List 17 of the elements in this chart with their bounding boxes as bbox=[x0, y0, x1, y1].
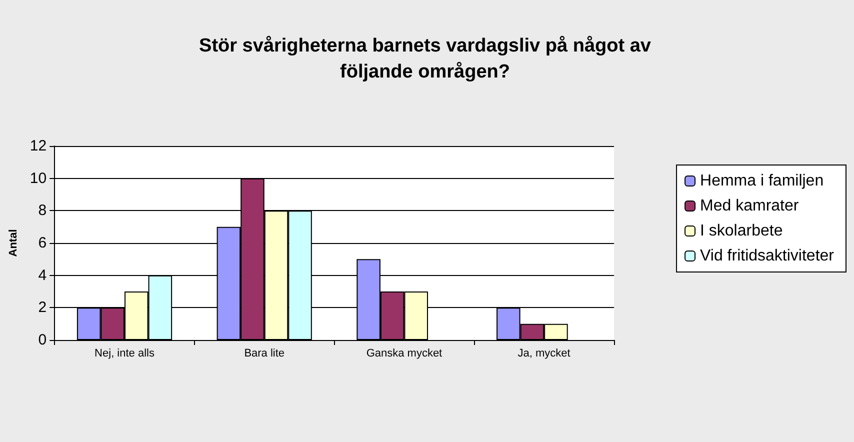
y-tick-label: 6 bbox=[38, 234, 47, 252]
legend-label: Vid fritidsaktiviteter bbox=[700, 248, 835, 264]
legend-label: I skolarbete bbox=[700, 222, 783, 240]
y-tick-label: 12 bbox=[30, 138, 47, 154]
x-tick-label: Ja, mycket bbox=[518, 348, 570, 360]
chart-title: Stör svårigheterna barnets vardagsliv på något av följande områgen? bbox=[199, 36, 652, 82]
y-tick-label: 0 bbox=[38, 332, 47, 348]
x-tick-label: Nej, inte alls bbox=[94, 348, 155, 360]
y-tick-label: 4 bbox=[38, 266, 47, 284]
y-tick-label: 10 bbox=[30, 170, 47, 187]
y-axis-title: Antal bbox=[8, 229, 20, 257]
x-tick-label: Bara lite bbox=[244, 348, 285, 360]
legend-label: Hemma i familjen bbox=[700, 172, 824, 190]
y-tick-label: 2 bbox=[38, 299, 47, 316]
legend-label: Med kamrater bbox=[700, 198, 800, 214]
x-tick-label: Ganska mycket bbox=[366, 348, 442, 360]
y-tick-label: 8 bbox=[38, 202, 47, 220]
